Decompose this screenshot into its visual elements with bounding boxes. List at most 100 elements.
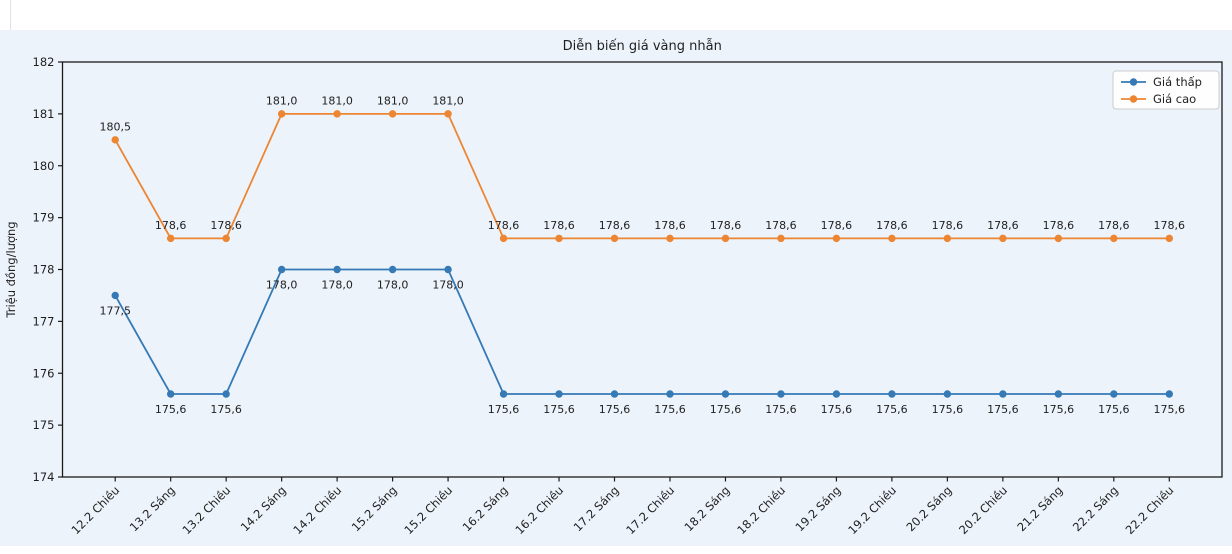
- data-point: [943, 234, 952, 243]
- data-point: [721, 234, 730, 243]
- window-edge-divider: [10, 0, 11, 30]
- data-label: 175,6: [155, 403, 187, 416]
- y-tick-label: 181: [33, 107, 55, 121]
- data-label: 178,6: [488, 219, 520, 232]
- chart-title: Diễn biến giá vàng nhẫn: [563, 39, 722, 54]
- data-label: 178,6: [765, 219, 797, 232]
- x-tick-label: 22.2 Chiều: [1123, 483, 1177, 537]
- data-label: 178,0: [432, 279, 464, 292]
- data-point: [610, 390, 619, 398]
- data-label: 178,6: [1154, 219, 1186, 232]
- data-label: 175,6: [821, 403, 853, 416]
- data-point: [333, 265, 341, 274]
- data-point: [832, 390, 841, 398]
- data-label: 178,6: [155, 219, 187, 232]
- data-label: 178,6: [1098, 219, 1130, 232]
- data-point: [333, 110, 341, 118]
- data-point: [999, 234, 1007, 243]
- data-label: 180,5: [99, 120, 131, 133]
- data-point: [1165, 390, 1173, 398]
- legend-swatch-marker: [1129, 95, 1138, 103]
- x-tick-label: 15.2 Sáng: [349, 483, 400, 534]
- data-label: 175,6: [710, 403, 742, 416]
- data-point: [111, 136, 119, 144]
- x-tick-label: 19.2 Chiều: [845, 483, 899, 537]
- data-point: [277, 110, 286, 118]
- data-point: [555, 390, 563, 398]
- data-point: [499, 234, 508, 243]
- y-axis-label: Triệu đồng/lượng: [4, 221, 18, 318]
- data-label: 175,6: [1154, 403, 1186, 416]
- data-label: 181,0: [266, 94, 298, 107]
- data-label: 175,6: [599, 403, 631, 416]
- data-point: [1054, 390, 1063, 398]
- x-tick-label: 16.2 Sáng: [460, 483, 511, 534]
- data-label: 178,6: [987, 219, 1019, 232]
- data-label: 175,6: [543, 403, 575, 416]
- top-bar: [0, 0, 1232, 30]
- series-line-1: [114, 112, 1170, 240]
- data-label: 178,6: [876, 219, 908, 232]
- data-point: [610, 234, 619, 243]
- data-label: 175,6: [654, 403, 686, 416]
- data-point: [499, 390, 508, 398]
- data-label: 178,6: [210, 219, 242, 232]
- x-tick-label: 12.2 Chiều: [68, 483, 122, 537]
- data-point: [777, 390, 785, 398]
- data-label: 178,0: [266, 279, 298, 292]
- data-point: [111, 291, 119, 300]
- data-label: 175,6: [765, 403, 797, 416]
- x-tick-label: 17.2 Chiều: [623, 483, 677, 537]
- data-point: [388, 110, 397, 118]
- y-tick-label: 175: [33, 418, 55, 432]
- data-point: [1110, 234, 1118, 243]
- data-label: 178,6: [543, 219, 575, 232]
- data-point: [277, 265, 286, 274]
- data-point: [1165, 234, 1173, 243]
- x-tick-label: 20.2 Chiều: [956, 483, 1010, 537]
- data-point: [777, 234, 785, 243]
- x-tick-label: 21.2 Sáng: [1014, 483, 1065, 534]
- data-label: 175,6: [1098, 403, 1130, 416]
- y-tick-label: 179: [33, 211, 55, 225]
- data-point: [888, 390, 896, 398]
- series-line-0: [114, 268, 1170, 395]
- data-point: [888, 234, 896, 243]
- y-tick-label: 174: [33, 470, 55, 484]
- x-tick-label: 17.2 Sáng: [571, 483, 622, 534]
- data-label: 181,0: [321, 94, 353, 107]
- x-tick-label: 22.2 Sáng: [1070, 483, 1121, 534]
- data-point: [666, 234, 674, 243]
- data-point: [555, 234, 563, 243]
- data-point: [388, 265, 397, 274]
- data-label: 178,6: [654, 219, 686, 232]
- data-label: 178,6: [710, 219, 742, 232]
- gold-price-chart: Diễn biến giá vàng nhẫn 174 175 176 177 178 17…: [4, 39, 1223, 537]
- data-point: [832, 234, 841, 243]
- data-label: 177,5: [99, 304, 131, 317]
- data-point: [444, 110, 452, 118]
- x-tick-label: 19.2 Sáng: [792, 483, 843, 534]
- y-tick-label: 176: [33, 366, 55, 380]
- data-label: 175,6: [932, 403, 964, 416]
- y-tick-label: 178: [33, 263, 55, 277]
- data-label: 181,0: [432, 94, 464, 107]
- legend-label: Giá thấp: [1153, 75, 1202, 89]
- x-tick-label: 20.2 Sáng: [903, 483, 954, 534]
- data-label: 175,6: [876, 403, 908, 416]
- y-tick-label: 177: [33, 314, 55, 328]
- y-tick-label: 180: [33, 159, 55, 173]
- x-tick-label: 13.2 Sáng: [127, 483, 178, 534]
- data-point: [1110, 390, 1118, 398]
- legend-swatch-marker: [1129, 78, 1138, 86]
- x-tick-label: 14.2 Sáng: [238, 483, 289, 534]
- x-tick-label: 16.2 Chiều: [512, 483, 566, 537]
- data-point: [1054, 234, 1063, 243]
- data-label: 175,6: [987, 403, 1019, 416]
- data-label: 178,6: [1043, 219, 1075, 232]
- data-label: 178,0: [377, 279, 409, 292]
- data-point: [999, 390, 1007, 398]
- data-label: 178,6: [932, 219, 964, 232]
- data-label: 181,0: [377, 94, 409, 107]
- x-tick-label: 15.2 Chiều: [401, 483, 455, 537]
